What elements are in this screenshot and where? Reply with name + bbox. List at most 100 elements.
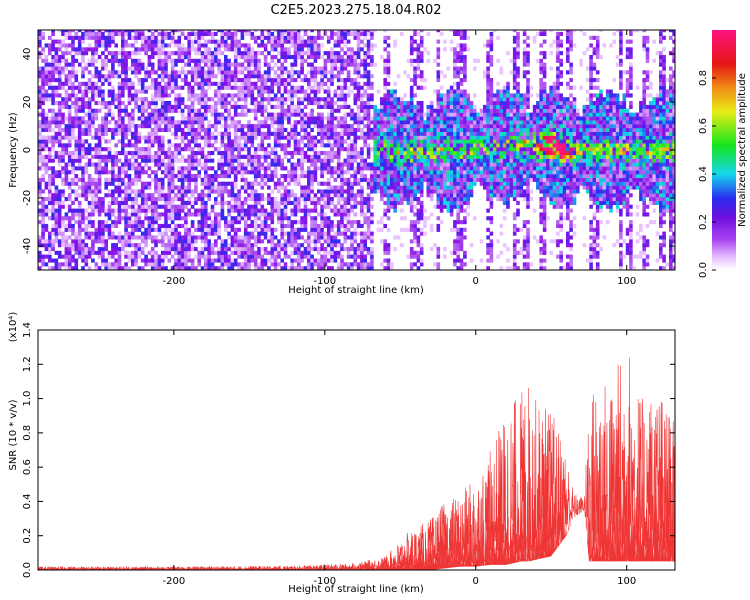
heatmap-cell <box>147 116 152 121</box>
heatmap-cell <box>263 235 268 240</box>
heatmap-cell <box>227 101 231 106</box>
heatmap-cell <box>263 43 268 48</box>
heatmap-cell <box>220 174 225 179</box>
heatmap-cell <box>297 101 301 106</box>
heatmap-cell <box>154 35 158 40</box>
heatmap-cell <box>380 193 384 198</box>
heatmap-cell <box>48 47 52 52</box>
heatmap-cell <box>290 70 294 75</box>
heatmap-cell <box>187 158 191 163</box>
heatmap-cell <box>230 151 235 156</box>
heatmap-cell <box>81 139 85 144</box>
heatmap-cell <box>300 66 304 71</box>
heatmap-cell <box>180 116 185 121</box>
heatmap-cell <box>320 143 324 148</box>
heatmap-cell <box>104 158 108 163</box>
heatmap-cell <box>260 108 265 113</box>
heatmap-cell <box>383 200 387 205</box>
heatmap-cell <box>131 189 135 194</box>
heatmap-cell <box>167 185 172 190</box>
heatmap-cell <box>390 181 394 186</box>
heatmap-cell <box>154 93 158 98</box>
heatmap-cell <box>204 108 208 113</box>
heatmap-cell <box>64 254 69 259</box>
heatmap-cell <box>257 108 261 113</box>
heatmap-cell <box>137 51 142 56</box>
heatmap-cell <box>194 174 198 179</box>
heatmap-cell <box>177 58 182 63</box>
heatmap-cell <box>124 235 128 240</box>
heatmap-cell <box>330 31 334 36</box>
heatmap-cell <box>187 124 191 129</box>
heatmap-cell <box>317 247 321 252</box>
heatmap-cell <box>293 181 298 186</box>
heatmap-cell <box>253 135 258 140</box>
heatmap-cell <box>180 58 185 63</box>
heatmap-cell <box>363 108 367 113</box>
heatmap-cell <box>204 62 208 67</box>
heatmap-cell <box>340 185 344 190</box>
heatmap-cell <box>157 216 162 221</box>
heatmap-cell <box>273 30 278 33</box>
heatmap-cell <box>290 189 294 194</box>
heatmap-cell <box>167 31 172 36</box>
heatmap-cell <box>111 66 115 71</box>
heatmap-cell <box>187 143 191 148</box>
heatmap-cell <box>224 135 228 140</box>
heatmap-cell <box>64 66 69 71</box>
heatmap-cell <box>263 116 268 121</box>
heatmap-cell <box>273 131 278 136</box>
heatmap-cell <box>91 193 95 198</box>
heatmap-cell <box>224 250 228 255</box>
heatmap-cell <box>353 220 358 225</box>
heatmap-cell <box>91 89 95 94</box>
heatmap-cell <box>297 43 301 48</box>
heatmap-cell <box>280 78 284 83</box>
heatmap-cell <box>247 93 251 98</box>
heatmap-cell <box>273 208 278 213</box>
heatmap-cell <box>184 174 188 179</box>
heatmap-cell <box>373 104 377 109</box>
heatmap-cell <box>197 116 201 121</box>
heatmap-cell <box>180 177 185 182</box>
heatmap-cell <box>343 216 348 221</box>
heatmap-cell <box>67 247 72 252</box>
heatmap-cell <box>190 177 195 182</box>
heatmap-cell <box>174 154 178 159</box>
heatmap-cell <box>190 162 195 167</box>
heatmap-cell <box>233 177 238 182</box>
heatmap-cell <box>383 81 387 86</box>
heatmap-cell <box>157 43 162 48</box>
heatmap-cell <box>383 208 387 213</box>
heatmap-cell <box>81 193 85 198</box>
heatmap-cell <box>320 35 324 40</box>
heatmap-cell <box>200 58 205 63</box>
heatmap-cell <box>57 78 62 83</box>
heatmap-cell <box>204 116 208 121</box>
heatmap-cell <box>210 58 215 63</box>
heatmap-cell <box>204 170 208 175</box>
heatmap-cell <box>127 204 132 209</box>
heatmap-cell <box>150 108 155 113</box>
heatmap-cell <box>247 154 251 159</box>
heatmap-cell <box>303 185 308 190</box>
heatmap-cell <box>287 78 291 83</box>
heatmap-cell <box>277 239 281 244</box>
heatmap-cell <box>280 124 284 129</box>
heatmap-cell <box>41 78 45 83</box>
heatmap-cell <box>227 62 231 67</box>
heatmap-cell <box>134 223 138 228</box>
heatmap-cell <box>230 216 235 221</box>
heatmap-cell <box>270 177 275 182</box>
heatmap-cell <box>263 247 268 252</box>
heatmap-cell <box>233 112 238 117</box>
heatmap-cell <box>333 204 338 209</box>
heatmap-cell <box>343 200 348 205</box>
heatmap-cell <box>350 247 354 252</box>
heatmap-cell <box>54 197 59 202</box>
heatmap-cell <box>267 162 271 167</box>
heatmap-cell <box>257 250 261 255</box>
heatmap-cell <box>317 266 321 270</box>
heatmap-cell <box>150 31 155 36</box>
heatmap-cell <box>101 262 105 267</box>
